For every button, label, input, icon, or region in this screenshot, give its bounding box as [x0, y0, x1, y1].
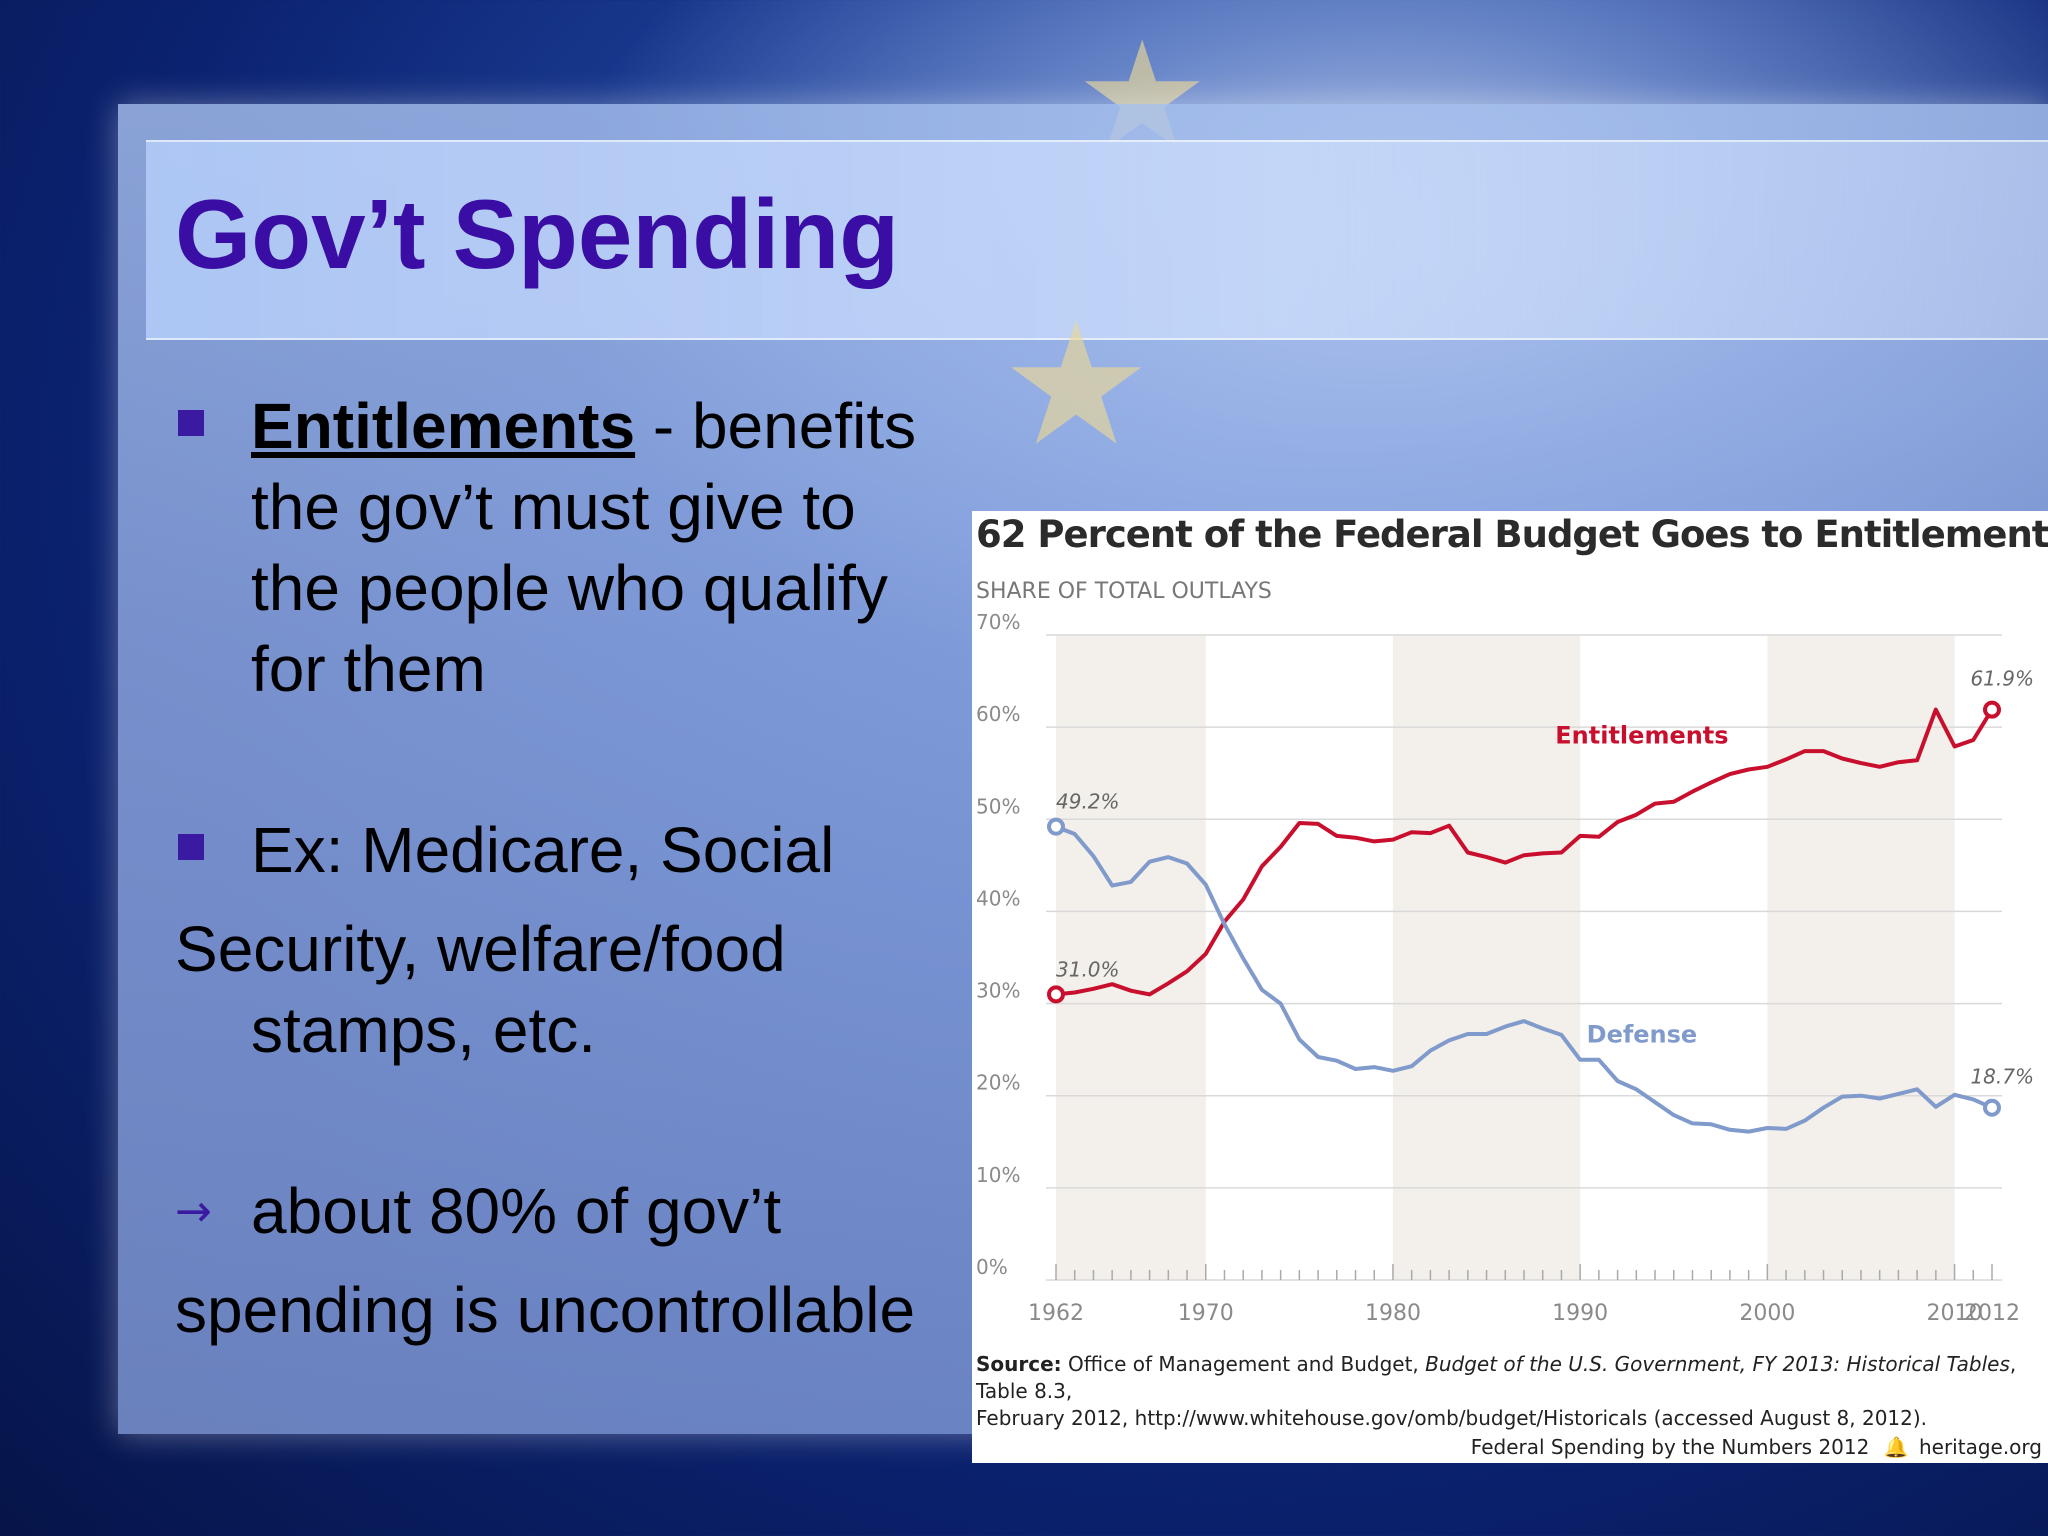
bullet-line: for them	[251, 633, 486, 705]
x-tick-label: 2000	[1739, 1301, 1795, 1326]
decade-band	[1392, 635, 1581, 1280]
y-tick-label: 50%	[976, 794, 1020, 818]
x-tick-label: 2010	[1927, 1301, 1983, 1326]
bullet-uncontrollable: → about 80% of gov’t	[175, 1171, 975, 1252]
bullet-line: about 80% of gov’t	[251, 1175, 782, 1247]
source-title: Budget of the U.S. Government, FY 2013: …	[1425, 1352, 2010, 1376]
square-bullet-icon	[178, 834, 204, 860]
y-tick-label: 30%	[976, 979, 1020, 1003]
source-label: Source:	[976, 1352, 1062, 1376]
y-tick-label: 40%	[976, 886, 1020, 910]
arrow-right-icon: →	[175, 1186, 212, 1237]
bullet-line: Entitlements - benefits	[251, 386, 975, 467]
defense-end-label: 18.7%	[1970, 1065, 2034, 1089]
star-decoration-middle: ★	[1000, 286, 1153, 484]
footer-publication: Federal Spending by the Numbers 2012	[1470, 1435, 1870, 1459]
bullet-line: Ex: Medicare, Social	[251, 814, 835, 886]
decade-band	[1056, 635, 1206, 1280]
defense-series-label: Defense	[1587, 1020, 1698, 1048]
chart-source: Source: Office of Management and Budget,…	[976, 1351, 2046, 1432]
defense-start-label: 49.2%	[1056, 790, 1120, 814]
entitlements-term: Entitlements	[251, 390, 636, 462]
bullet-line: Security, welfare/food	[175, 913, 786, 985]
entitlements-end-label: 61.9%	[1970, 667, 2034, 691]
entitlements-start-label: 31.0%	[1056, 957, 1120, 981]
square-bullet-icon	[178, 410, 204, 436]
x-tick-label: 2012	[1964, 1301, 2020, 1326]
bullet-line: stamps, etc.	[251, 994, 596, 1066]
y-tick-label: 70%	[976, 610, 1020, 634]
defense-end-marker	[1983, 1098, 2001, 1117]
bullet-line: spending is uncontrollable	[175, 1274, 916, 1346]
source-text: , Table 8.3,	[976, 1352, 2017, 1403]
y-tick-label: 10%	[976, 1163, 1020, 1187]
defense-start-marker	[1047, 817, 1065, 836]
chart-footer: Federal Spending by the Numbers 2012 🔔 h…	[1471, 1435, 2042, 1459]
source-text: Office of Management and Budget,	[1061, 1352, 1426, 1376]
entitlements-start-marker	[1047, 985, 1065, 1004]
chart-image: 62 Percent of the Federal Budget Goes to…	[972, 511, 2048, 1463]
chart-subtitle: SHARE OF TOTAL OUTLAYS	[976, 579, 1272, 604]
bell-icon: 🔔	[1883, 1435, 1909, 1459]
y-tick-label: 60%	[976, 702, 1020, 726]
slide-title: Gov’t Spending	[175, 179, 900, 289]
x-tick-label: 1962	[1028, 1301, 1084, 1326]
title-bar	[146, 140, 2048, 340]
x-tick-label: 1990	[1552, 1301, 1608, 1326]
bullet-line: the people who qualify	[251, 552, 888, 624]
x-tick-label: 1980	[1365, 1301, 1421, 1326]
footer-site: heritage.org	[1918, 1435, 2042, 1459]
entitlements-end-marker	[1983, 700, 2001, 719]
bullet-examples: Ex: Medicare, Social	[175, 810, 975, 891]
defense-line	[1055, 824, 1993, 1134]
entitlements-line	[1055, 707, 1994, 997]
y-tick-label: 0%	[976, 1255, 1008, 1279]
x-tick-label: 1970	[1178, 1301, 1234, 1326]
line-chart: 0% 10% 20% 30% 40% 50% 60% 70% 1962 1970 1980 1990 2…	[976, 610, 2034, 1326]
chart-title: 62 Percent of the Federal Budget Goes to…	[976, 513, 2048, 556]
bullet-text: - benefits	[635, 390, 917, 462]
source-text: February 2012, http://www.whitehouse.gov…	[976, 1406, 1928, 1430]
bullet-line: the gov’t must give to	[251, 471, 856, 543]
entitlements-series-label: Entitlements	[1555, 722, 1728, 750]
y-tick-label: 20%	[976, 1071, 1020, 1095]
bullet-entitlements: Entitlements - benefits the gov’t must g…	[175, 386, 975, 710]
bullet-list: Entitlements - benefits the gov’t must g…	[175, 386, 975, 1351]
